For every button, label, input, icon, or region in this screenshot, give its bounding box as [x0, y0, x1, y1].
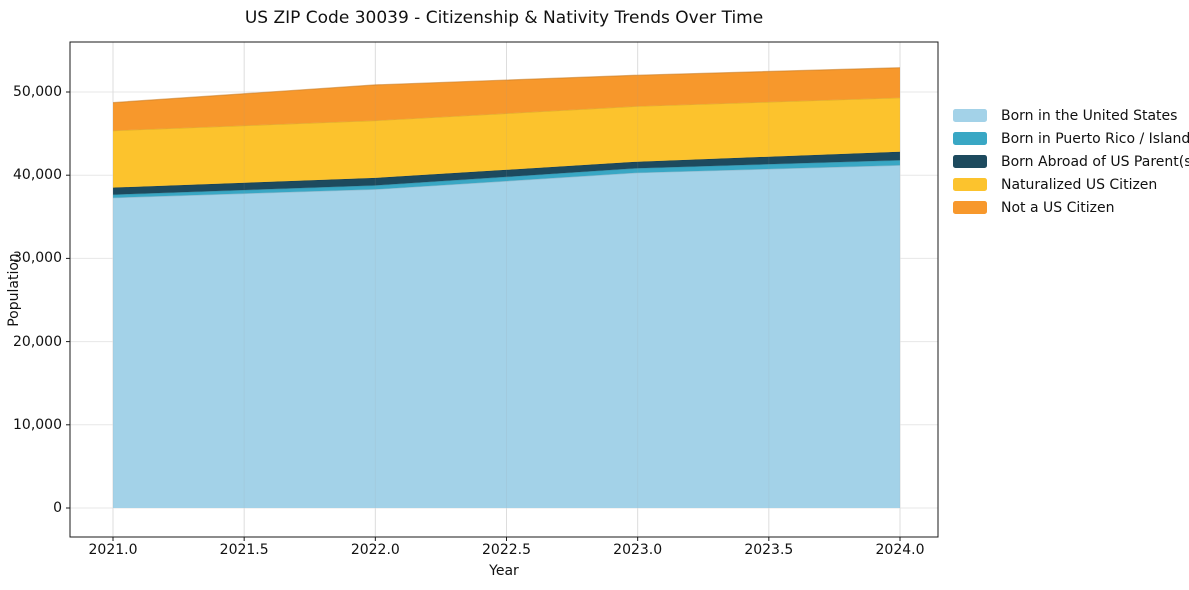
legend-item: Not a US Citizen: [953, 196, 1189, 219]
legend-swatch: [953, 155, 987, 168]
plot-frame: [69, 41, 939, 538]
legend-item: Born Abroad of US Parent(s): [953, 150, 1189, 173]
legend-item: Born in Puerto Rico / Islands: [953, 127, 1189, 150]
legend-item: Born in the United States: [953, 104, 1189, 127]
y-tick-label: 40,000: [13, 167, 62, 184]
chart-title: US ZIP Code 30039 - Citizenship & Nativi…: [244, 8, 764, 28]
area-edge: [112, 67, 901, 104]
legend-swatch: [953, 178, 987, 191]
area-born-in-puerto-rico-islands: [113, 160, 900, 198]
legend-label: Naturalized US Citizen: [1001, 176, 1158, 193]
legend-label: Born in the United States: [1001, 107, 1178, 124]
legend: Born in the United States Born in Puerto …: [953, 104, 1189, 219]
legend-label: Born in Puerto Rico / Islands: [1001, 130, 1189, 147]
legend-swatch: [953, 109, 987, 122]
y-tick-label: 30,000: [13, 250, 62, 267]
legend-swatch: [953, 201, 987, 214]
y-tick-label: 0: [53, 500, 62, 516]
x-tick-label: 2022.5: [482, 542, 531, 558]
x-tick-label: 2023.5: [744, 542, 794, 558]
x-tick-label: 2023.0: [613, 542, 663, 558]
legend-label: Born Abroad of US Parent(s): [1001, 153, 1189, 170]
y-tick-label: 20,000: [13, 333, 62, 350]
x-tick-label: 2021.5: [219, 542, 269, 558]
y-tick-label: 50,000: [13, 84, 62, 100]
legend-item: Naturalized US Citizen: [953, 173, 1189, 196]
area-naturalized-us-citizen: [113, 97, 900, 188]
x-tick-label: 2021.0: [88, 542, 138, 558]
area-born-in-the-united-states: [113, 165, 900, 508]
area-born-abroad-of-us-parent-s-: [113, 151, 900, 195]
y-tick-label: 10,000: [13, 416, 62, 433]
legend-swatch: [953, 132, 987, 145]
x-axis-label: Year: [489, 563, 519, 579]
area-not-a-us-citizen: [113, 67, 900, 131]
x-tick-label: 2024.0: [875, 542, 925, 558]
x-tick-label: 2022.0: [350, 542, 400, 558]
legend-label: Not a US Citizen: [1001, 199, 1115, 216]
